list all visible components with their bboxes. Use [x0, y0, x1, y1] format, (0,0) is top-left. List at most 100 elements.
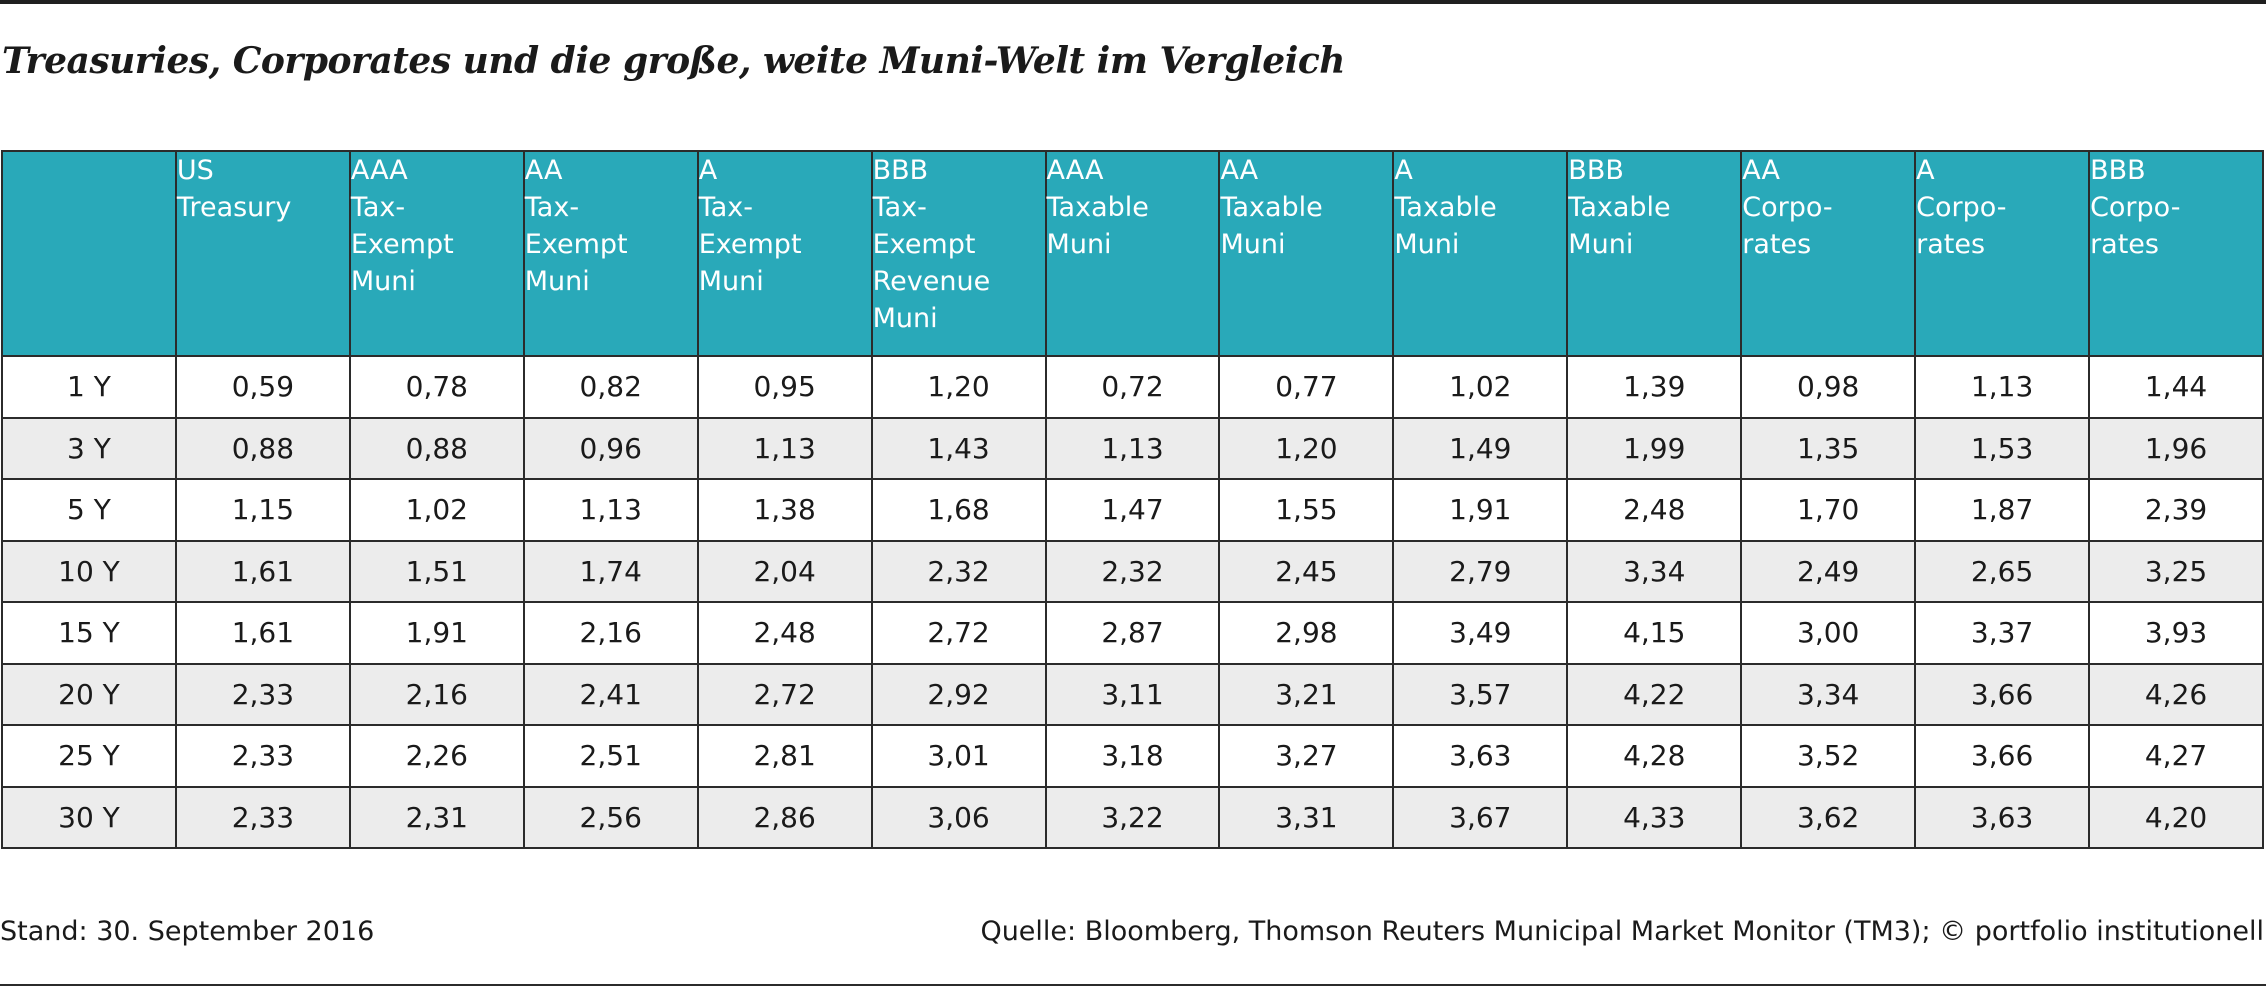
yield-cell: 3,66	[1914, 724, 2091, 788]
yield-cell: 1,02	[348, 478, 525, 542]
yield-cell: 2,33	[174, 662, 351, 726]
yield-cell: 2,33	[174, 724, 351, 788]
yield-cell: 1,61	[174, 539, 351, 603]
yield-cell: 2,16	[522, 601, 699, 665]
yield-cell: 3,34	[1566, 539, 1743, 603]
column-header: AA Corpo- rates	[1740, 150, 1917, 357]
yield-cell: 3,63	[1392, 724, 1569, 788]
yield-cell: 3,21	[1218, 662, 1395, 726]
yield-cell: 1,13	[696, 416, 873, 480]
yield-cell: 4,27	[2088, 724, 2264, 788]
yield-cell: 3,25	[2088, 539, 2264, 603]
yield-cell: 2,32	[870, 539, 1047, 603]
yield-cell: 0,82	[522, 355, 699, 419]
maturity-label: 30 Y	[1, 785, 177, 849]
yield-cell: 2,49	[1740, 539, 1917, 603]
table-row: 5 Y 1,15 1,02 1,13 1,38 1,68 1,47 1,55 1,91 2,48 1…	[1, 478, 2264, 542]
top-rule	[0, 0, 2266, 4]
yield-cell: 3,63	[1914, 785, 2091, 849]
yield-cell: 4,22	[1566, 662, 1743, 726]
yield-cell: 4,33	[1566, 785, 1743, 849]
yield-cell: 3,62	[1740, 785, 1917, 849]
yield-cell: 2,32	[1044, 539, 1221, 603]
yield-cell: 1,55	[1218, 478, 1395, 542]
yield-cell: 0,98	[1740, 355, 1917, 419]
bottom-rule	[0, 984, 2266, 986]
yield-cell: 1,91	[1392, 478, 1569, 542]
yield-cell: 1,13	[1044, 416, 1221, 480]
column-header: BBB Tax- Exempt Revenue Muni	[870, 150, 1047, 357]
column-header: AAA Taxable Muni	[1044, 150, 1221, 357]
yield-cell: 0,78	[348, 355, 525, 419]
yield-cell: 1,96	[2088, 416, 2264, 480]
date-note: Stand: 30. September 2016	[0, 916, 375, 947]
yield-cell: 2,79	[1392, 539, 1569, 603]
column-header: A Corpo- rates	[1914, 150, 2091, 357]
column-header: A Tax- Exempt Muni	[696, 150, 873, 357]
yield-cell: 3,27	[1218, 724, 1395, 788]
yield-cell: 1,68	[870, 478, 1047, 542]
yield-cell: 2,98	[1218, 601, 1395, 665]
yield-cell: 1,87	[1914, 478, 2091, 542]
yield-cell: 2,81	[696, 724, 873, 788]
yield-cell: 2,41	[522, 662, 699, 726]
table-row: 3 Y 0,88 0,88 0,96 1,13 1,43 1,13 1,20 1,49 1,99 1…	[1, 416, 2264, 480]
yield-cell: 0,59	[174, 355, 351, 419]
yield-cell: 1,53	[1914, 416, 2091, 480]
yield-cell: 0,72	[1044, 355, 1221, 419]
yield-cell: 4,28	[1566, 724, 1743, 788]
maturity-label: 1 Y	[1, 355, 177, 419]
maturity-label: 5 Y	[1, 478, 177, 542]
yield-cell: 2,65	[1914, 539, 2091, 603]
yield-cell: 2,72	[696, 662, 873, 726]
yield-table: US Treasury AAA Tax- Exempt Muni AA Tax- E…	[1, 150, 2264, 849]
yield-cell: 2,04	[696, 539, 873, 603]
yield-cell: 1,13	[1914, 355, 2091, 419]
yield-cell: 1,99	[1566, 416, 1743, 480]
header-row: US Treasury AAA Tax- Exempt Muni AA Tax- E…	[1, 150, 2264, 357]
yield-cell: 2,51	[522, 724, 699, 788]
table-row: 15 Y 1,61 1,91 2,16 2,48 2,72 2,87 2,98 3,49 4,15…	[1, 601, 2264, 665]
yield-cell: 2,56	[522, 785, 699, 849]
yield-cell: 1,49	[1392, 416, 1569, 480]
table-body: 1 Y 0,59 0,78 0,82 0,95 1,20 0,72 0,77 1,02 1,39 0…	[1, 355, 2264, 849]
yield-cell: 3,93	[2088, 601, 2264, 665]
yield-cell: 2,87	[1044, 601, 1221, 665]
yield-cell: 2,26	[348, 724, 525, 788]
yield-cell: 3,06	[870, 785, 1047, 849]
maturity-label: 20 Y	[1, 662, 177, 726]
column-header: US Treasury	[174, 150, 351, 357]
yield-cell: 3,49	[1392, 601, 1569, 665]
yield-cell: 2,31	[348, 785, 525, 849]
yield-cell: 2,39	[2088, 478, 2264, 542]
yield-cell: 0,95	[696, 355, 873, 419]
yield-cell: 1,38	[696, 478, 873, 542]
source-note: Quelle: Bloomberg, Thomson Reuters Munic…	[980, 916, 2264, 947]
maturity-label: 10 Y	[1, 539, 177, 603]
yield-cell: 2,48	[1566, 478, 1743, 542]
yield-cell: 3,22	[1044, 785, 1221, 849]
table-row: 20 Y 2,33 2,16 2,41 2,72 2,92 3,11 3,21 3,57 4,22…	[1, 662, 2264, 726]
yield-cell: 1,61	[174, 601, 351, 665]
yield-cell: 1,91	[348, 601, 525, 665]
table-row: 1 Y 0,59 0,78 0,82 0,95 1,20 0,72 0,77 1,02 1,39 0…	[1, 355, 2264, 419]
yield-cell: 1,35	[1740, 416, 1917, 480]
yield-cell: 1,15	[174, 478, 351, 542]
yield-cell: 3,01	[870, 724, 1047, 788]
yield-cell: 2,48	[696, 601, 873, 665]
yield-cell: 3,11	[1044, 662, 1221, 726]
yield-cell: 2,86	[696, 785, 873, 849]
yield-cell: 3,37	[1914, 601, 2091, 665]
yield-cell: 2,16	[348, 662, 525, 726]
yield-cell: 1,70	[1740, 478, 1917, 542]
yield-cell: 1,39	[1566, 355, 1743, 419]
yield-cell: 1,13	[522, 478, 699, 542]
column-header: A Taxable Muni	[1392, 150, 1569, 357]
maturity-label: 25 Y	[1, 724, 177, 788]
yield-cell: 0,96	[522, 416, 699, 480]
yield-cell: 0,88	[174, 416, 351, 480]
yield-cell: 1,02	[1392, 355, 1569, 419]
yield-cell: 3,34	[1740, 662, 1917, 726]
maturity-label: 3 Y	[1, 416, 177, 480]
yield-cell: 4,20	[2088, 785, 2264, 849]
